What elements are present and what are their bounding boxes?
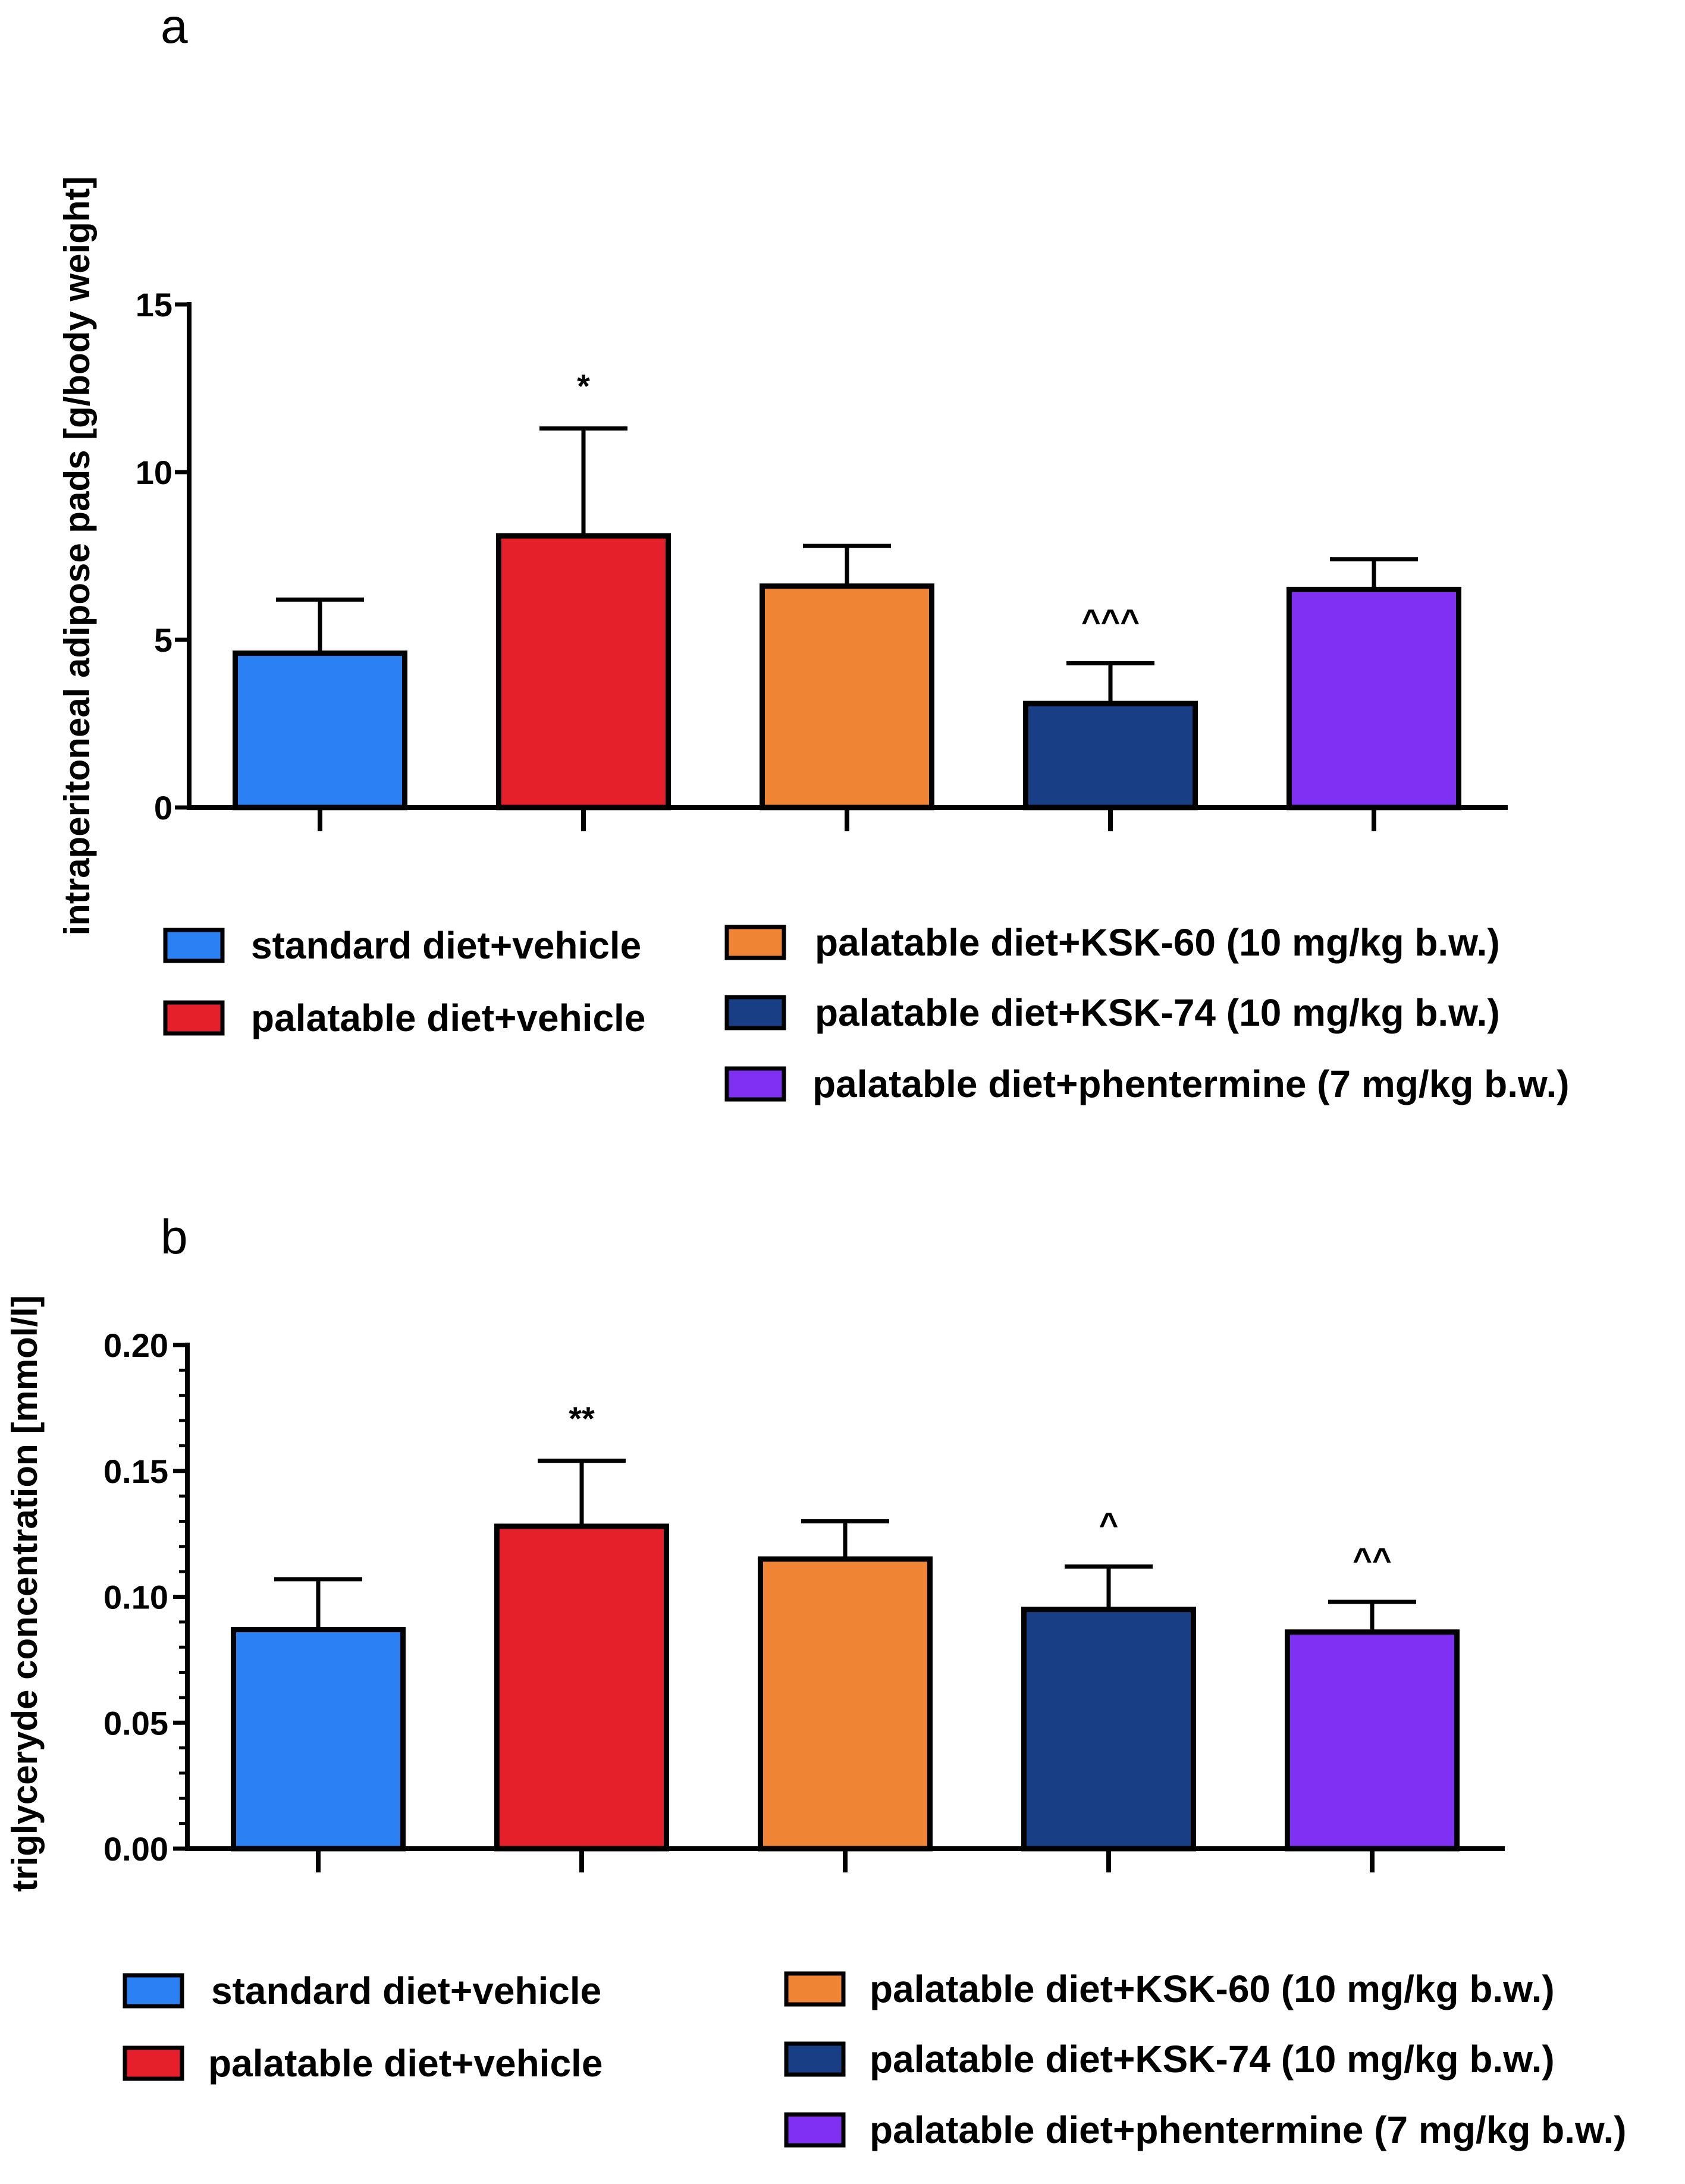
legend-label: palatable diet+KSK-74 (10 mg/kg b.w.): [870, 2038, 1555, 2081]
legend-swatch: [724, 925, 786, 960]
legend-label: palatable diet+KSK-74 (10 mg/kg b.w.): [815, 991, 1500, 1034]
significance-marker: ^^^: [1081, 602, 1140, 639]
legend-swatch: [784, 2112, 846, 2148]
bar: [233, 651, 407, 810]
significance-marker: ^: [1099, 1506, 1119, 1543]
legend-swatch: [784, 2041, 846, 2077]
bar: [758, 1556, 933, 1852]
significance-marker: *: [577, 367, 590, 405]
bar: [760, 583, 934, 810]
y-axis-title: intraperitoneal adipose pads [g/body wei…: [57, 177, 97, 936]
legend-label: palatable diet+vehicle: [208, 2042, 603, 2085]
y-tick-label: 0.00: [103, 1830, 168, 1868]
bar: [1021, 1607, 1196, 1852]
legend-swatch: [724, 995, 786, 1030]
y-tick-label: 0.05: [103, 1704, 168, 1742]
legend-label: palatable diet+KSK-60 (10 mg/kg b.w.): [870, 1968, 1555, 2010]
legend-label: palatable diet+vehicle: [251, 997, 645, 1039]
y-tick-label: 10: [136, 454, 172, 491]
y-tick-label: 0.10: [103, 1579, 168, 1616]
bar: [231, 1627, 406, 1852]
y-tick-label: 15: [136, 286, 172, 323]
legend-swatch: [784, 1971, 846, 2007]
legend-swatch: [123, 1973, 184, 2009]
significance-marker: **: [569, 1400, 595, 1437]
legend-swatch: [724, 1066, 786, 1102]
bar: [1287, 586, 1461, 810]
bar: [494, 1523, 669, 1852]
panel-letter: b: [161, 1210, 188, 1264]
bar: [1023, 700, 1198, 810]
legend-label: palatable diet+KSK-60 (10 mg/kg b.w.): [815, 921, 1500, 964]
legend-label: standard diet+vehicle: [251, 924, 641, 967]
bar: [1285, 1629, 1460, 1852]
y-tick-label: 0.20: [103, 1327, 168, 1364]
legend-swatch: [163, 928, 225, 963]
legend-label: palatable diet+phentermine (7 mg/kg b.w.…: [870, 2108, 1627, 2151]
y-tick-label: 5: [154, 621, 172, 659]
bar: [496, 533, 671, 810]
legend-label: palatable diet+phentermine (7 mg/kg b.w.…: [812, 1063, 1570, 1105]
legend-label: standard diet+vehicle: [211, 1969, 601, 2012]
significance-marker: ^^: [1353, 1541, 1391, 1578]
y-axis-title: triglyceryde concentration [mmol/l]: [5, 1295, 45, 1892]
panel-letter: a: [161, 0, 188, 54]
y-tick-label: 0: [154, 789, 172, 827]
y-tick-label: 0.15: [103, 1453, 168, 1490]
legend-swatch: [163, 1000, 225, 1036]
legend-swatch: [123, 2045, 184, 2081]
